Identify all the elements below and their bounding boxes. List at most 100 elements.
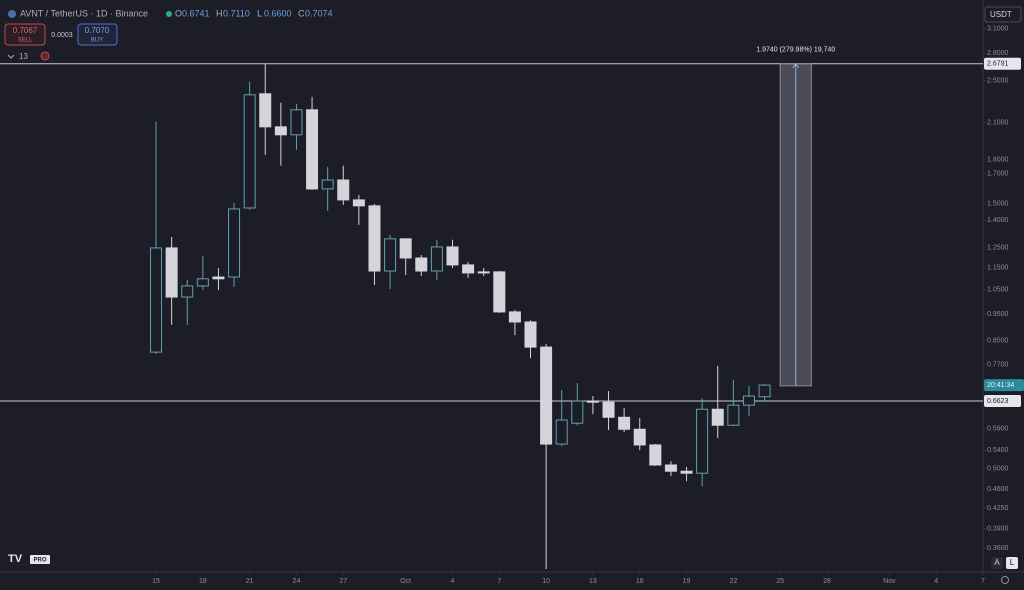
y-tick-label: 0.9500 — [987, 311, 1009, 318]
candle-body — [321, 179, 334, 190]
candle-body — [758, 384, 771, 398]
y-tick-label: 1.2500 — [987, 245, 1009, 252]
auto-scale: A — [994, 558, 1000, 567]
candle-body — [384, 238, 397, 272]
y-tick-label: 0.4250 — [987, 505, 1009, 512]
indicator-count: 13 — [19, 52, 28, 61]
alert-icon[interactable] — [40, 51, 50, 61]
auto-scale-button[interactable] — [991, 557, 1003, 569]
currency-select[interactable] — [984, 6, 1022, 23]
candle-body — [633, 428, 646, 446]
ohlc-legend: O 0.6741 H 0.7110 L 0.6600 C 0.7074 — [175, 8, 333, 18]
x-tick-label: 27 — [339, 578, 347, 585]
candle-body — [274, 126, 287, 136]
x-tick-label: 4 — [934, 578, 938, 585]
countdown-box — [984, 379, 1024, 392]
y-tick-label: 2.8000 — [987, 50, 1009, 57]
settings-icon[interactable] — [1001, 576, 1009, 584]
price-line-label-box — [984, 57, 1021, 70]
x-tick-label: 10 — [542, 578, 550, 585]
x-tick-label: 19 — [683, 578, 691, 585]
measure-label: 1.9740 (279.98%) 19,740 — [756, 47, 835, 54]
candle-body — [477, 271, 490, 274]
sell-label: SELL — [18, 38, 33, 44]
log-scale-button[interactable] — [1006, 557, 1018, 569]
y-tick-label: 1.0500 — [987, 287, 1009, 294]
candle-body — [711, 408, 724, 426]
x-tick-label: 13 — [589, 578, 597, 585]
y-tick-label: 0.5900 — [987, 426, 1009, 433]
pro-label: PRO — [33, 558, 46, 564]
y-tick-label: 2.1000 — [987, 119, 1009, 126]
candle-body — [742, 395, 755, 406]
y-tick-label: 0.7700 — [987, 361, 1009, 368]
candle-body — [540, 346, 553, 445]
candle-body — [181, 285, 194, 298]
candle-body — [352, 199, 365, 207]
candle-body — [446, 246, 459, 266]
ohlc-key: H — [216, 8, 223, 18]
log-scale: L — [1010, 558, 1015, 567]
candle-body — [196, 278, 209, 287]
sell-button[interactable] — [4, 23, 46, 46]
tv-logo: TV — [8, 553, 23, 565]
x-tick-label: 4 — [451, 578, 455, 585]
x-tick-label: 21 — [246, 578, 254, 585]
symbol-icon — [8, 10, 16, 18]
y-tick-label: 1.1500 — [987, 265, 1009, 272]
candle-body — [664, 464, 677, 472]
ohlc-value: 0.7110 — [223, 8, 250, 18]
y-tick-label: 2.5000 — [987, 77, 1009, 84]
y-tick-label: 0.3600 — [987, 545, 1009, 552]
price-line-label-box — [984, 394, 1021, 407]
candle-body — [727, 404, 740, 426]
ohlc-value: 0.6741 — [182, 8, 210, 18]
x-tick-label: 7 — [497, 578, 501, 585]
ohlc-value: 0.7074 — [305, 8, 333, 18]
status-dot — [166, 11, 172, 17]
candle-body — [150, 247, 163, 353]
y-tick-label: 1.5000 — [987, 201, 1009, 208]
x-tick-label: 15 — [152, 578, 160, 585]
price-line-label: 2.6791 — [987, 61, 1009, 68]
y-tick-label: 1.7000 — [987, 170, 1009, 177]
y-tick-label: 3.1000 — [987, 25, 1009, 32]
pro-badge — [30, 555, 50, 564]
candle-body — [680, 470, 693, 474]
x-tick-label: 24 — [293, 578, 301, 585]
y-tick-label: 0.5400 — [987, 447, 1009, 454]
x-tick-label: 18 — [199, 578, 207, 585]
y-tick-label: 0.3900 — [987, 526, 1009, 533]
x-tick-label: Oct — [400, 578, 411, 585]
sell-price: 0.7067 — [13, 26, 38, 35]
ohlc-key: L — [257, 8, 262, 18]
y-tick-label: 0.5000 — [987, 466, 1009, 473]
x-tick-label: 16 — [636, 578, 644, 585]
candle-body — [337, 179, 350, 201]
buy-button[interactable] — [77, 23, 118, 46]
x-tick-label: 22 — [729, 578, 737, 585]
y-tick-label: 0.4600 — [987, 486, 1009, 493]
ohlc-key: O — [175, 8, 182, 18]
candle-body — [368, 205, 381, 272]
candle-body — [165, 247, 178, 298]
indicators-toggle[interactable] — [7, 54, 15, 59]
countdown: 20:41:34 — [987, 382, 1014, 389]
candle-body — [290, 109, 303, 136]
candle-body — [306, 109, 319, 190]
y-tick-label: 1.4000 — [987, 217, 1009, 224]
axes: 3.1000 2.8000 2.5000 2.1000 1.8000 1.7000 1.50… — [152, 25, 1024, 585]
candle-body — [555, 419, 568, 445]
spread: 0.0003 — [51, 32, 73, 39]
x-tick-label: 7 — [981, 578, 985, 585]
y-tick-label: 1.8000 — [987, 157, 1009, 164]
x-tick-label: Nov — [883, 578, 896, 585]
currency: USDT — [990, 10, 1012, 19]
candle-body — [508, 311, 521, 323]
candle-body — [462, 264, 475, 274]
candle-body — [415, 257, 428, 272]
candle-body — [571, 400, 584, 424]
ohlc-key: C — [298, 8, 305, 18]
